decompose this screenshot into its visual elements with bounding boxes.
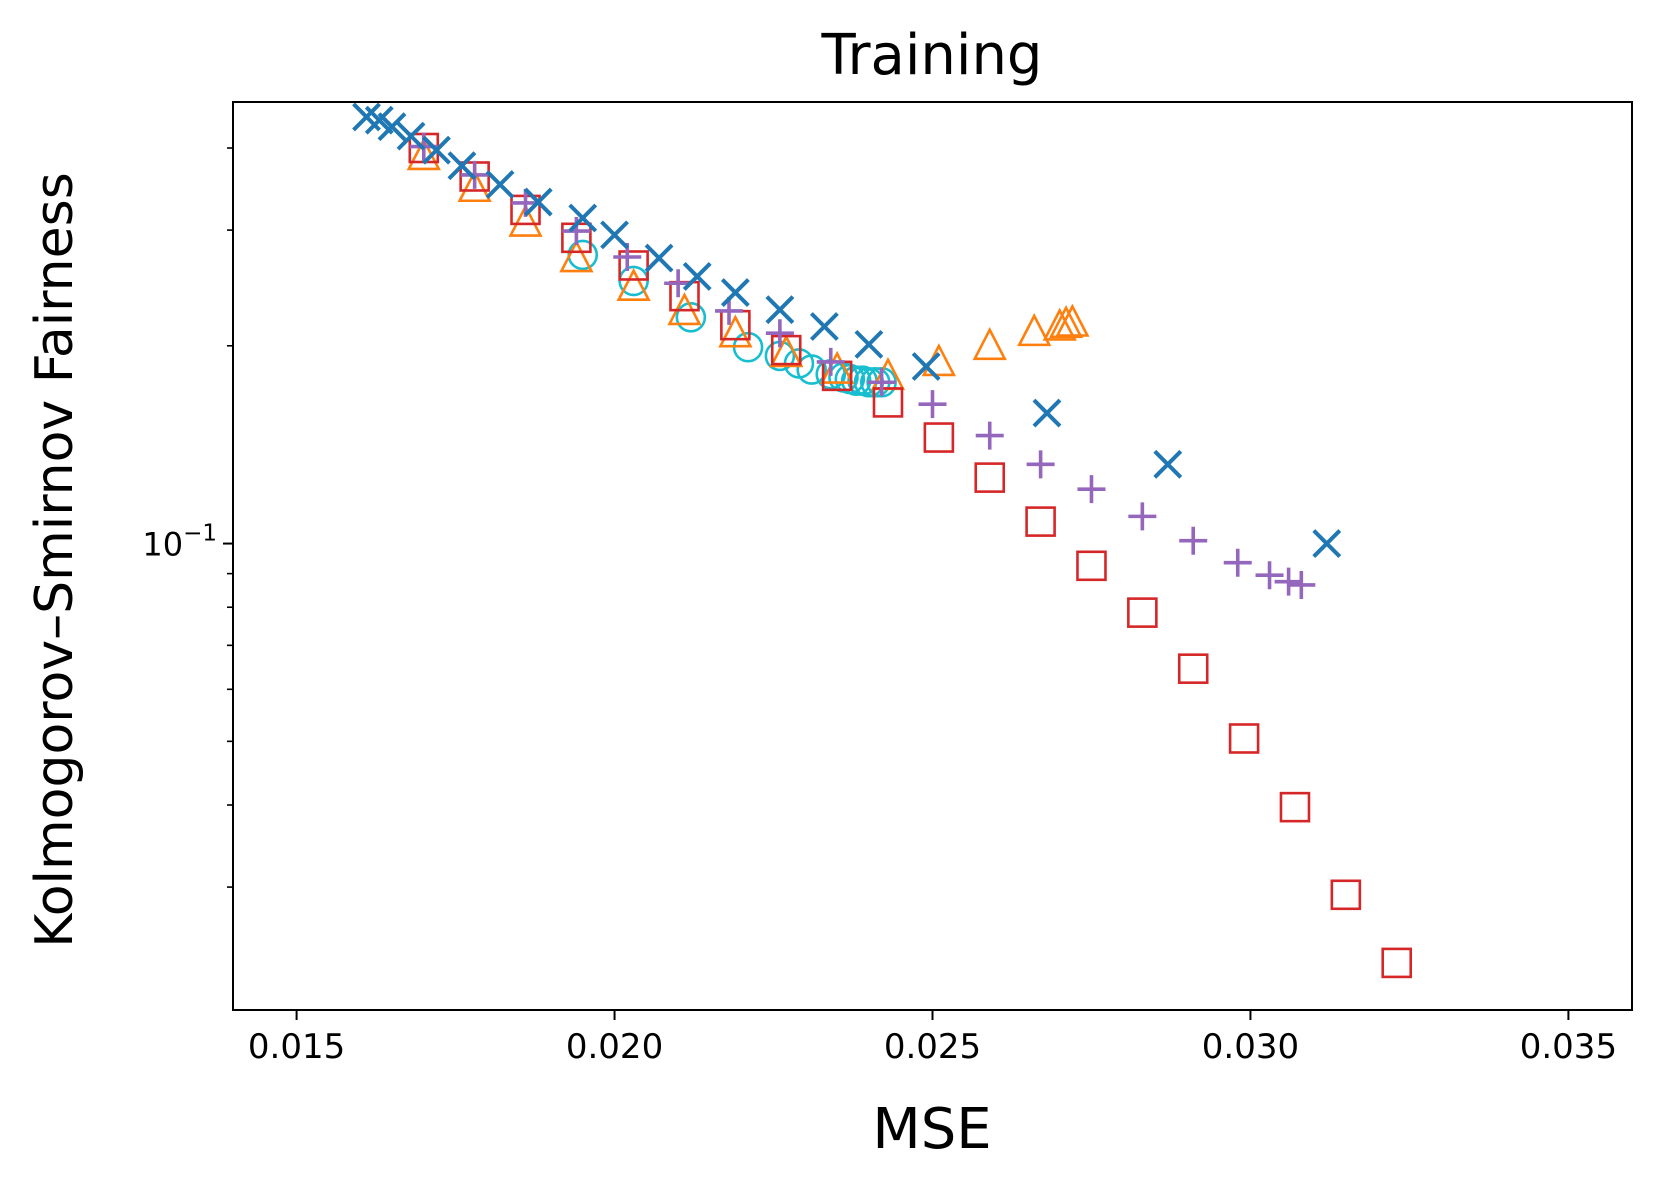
circle-point: [618, 265, 649, 297]
x-point: [854, 329, 884, 359]
plus-point: [867, 368, 896, 397]
data-marks: [352, 102, 1413, 979]
plot-frame: [232, 101, 1633, 1011]
y-axis-label: Kolmogorov–Smirnov Fairness: [25, 172, 85, 948]
plus-point: [1255, 561, 1284, 590]
x-point: [720, 278, 750, 307]
plus-point: [1077, 475, 1106, 504]
plus-point: [1287, 570, 1316, 599]
x-point: [809, 312, 839, 341]
triangle-point: [616, 267, 651, 302]
x-tick-label: 0.030: [1202, 1027, 1299, 1067]
square-point: [770, 334, 802, 366]
triangle-point: [718, 314, 753, 348]
x-series: [352, 102, 1342, 558]
x-point: [1032, 398, 1062, 428]
square-point: [1381, 947, 1413, 979]
plus-point: [816, 347, 845, 376]
x-tick-label: 0.020: [566, 1027, 663, 1067]
x-point: [568, 203, 598, 233]
square-point: [1025, 506, 1056, 537]
square-point: [1177, 653, 1209, 684]
triangle-point: [1048, 304, 1084, 339]
triangle-point: [1055, 303, 1090, 337]
square-point: [1228, 723, 1260, 754]
plus-point: [918, 390, 947, 419]
triangle-point: [1017, 313, 1052, 347]
triangle-point: [508, 203, 543, 237]
square-point: [1279, 791, 1311, 823]
square-point: [1330, 879, 1362, 911]
plus-point: [765, 319, 794, 348]
triangle-point: [457, 168, 492, 203]
triangle-point: [559, 239, 594, 273]
square-point: [923, 422, 955, 453]
square-series: [408, 132, 1413, 979]
y-tick-label-base: 10: [142, 526, 183, 564]
x-point: [1153, 449, 1183, 479]
x-point: [447, 151, 477, 181]
plus-point: [1274, 567, 1303, 596]
triangle-point: [972, 326, 1007, 361]
square-point: [1127, 597, 1158, 628]
x-point: [396, 121, 426, 151]
x-point: [422, 135, 451, 165]
x-point: [644, 243, 674, 273]
triangle-point: [769, 334, 804, 368]
x-point: [765, 295, 795, 325]
x-axis-label: MSE: [872, 1097, 991, 1162]
triangle-series: [406, 137, 1090, 391]
square-point: [872, 387, 904, 418]
x-tick-label: 0.035: [1520, 1027, 1617, 1067]
x-point: [485, 170, 515, 199]
x-tick-label: 0.015: [248, 1027, 345, 1067]
plus-point: [1223, 548, 1252, 577]
plus-point: [1128, 502, 1157, 531]
plus-point: [1026, 450, 1055, 479]
x-point: [682, 262, 712, 291]
square-point: [1076, 550, 1107, 582]
square-point: [618, 250, 649, 281]
circle-point: [675, 301, 707, 333]
x-point: [911, 352, 941, 381]
x-point: [600, 220, 629, 250]
y-tick-label-exponent: −1: [183, 521, 217, 547]
x-point: [377, 112, 407, 142]
square-point: [974, 462, 1006, 493]
triangle-point: [1042, 307, 1077, 341]
chart-title: Training: [821, 23, 1043, 88]
plus-point: [1179, 526, 1208, 555]
x-point: [523, 187, 553, 217]
circle-point: [796, 354, 827, 385]
plus-point: [975, 421, 1004, 450]
x-point: [1312, 529, 1342, 558]
y-tick-label: 10−1: [142, 521, 217, 564]
plus-point: [664, 269, 693, 298]
plus-point: [460, 160, 489, 189]
axis-ticks: 0.015 0.020 0.025 0.030 0.035 10−1: [142, 147, 1617, 1067]
x-tick-label: 0.025: [884, 1027, 981, 1067]
